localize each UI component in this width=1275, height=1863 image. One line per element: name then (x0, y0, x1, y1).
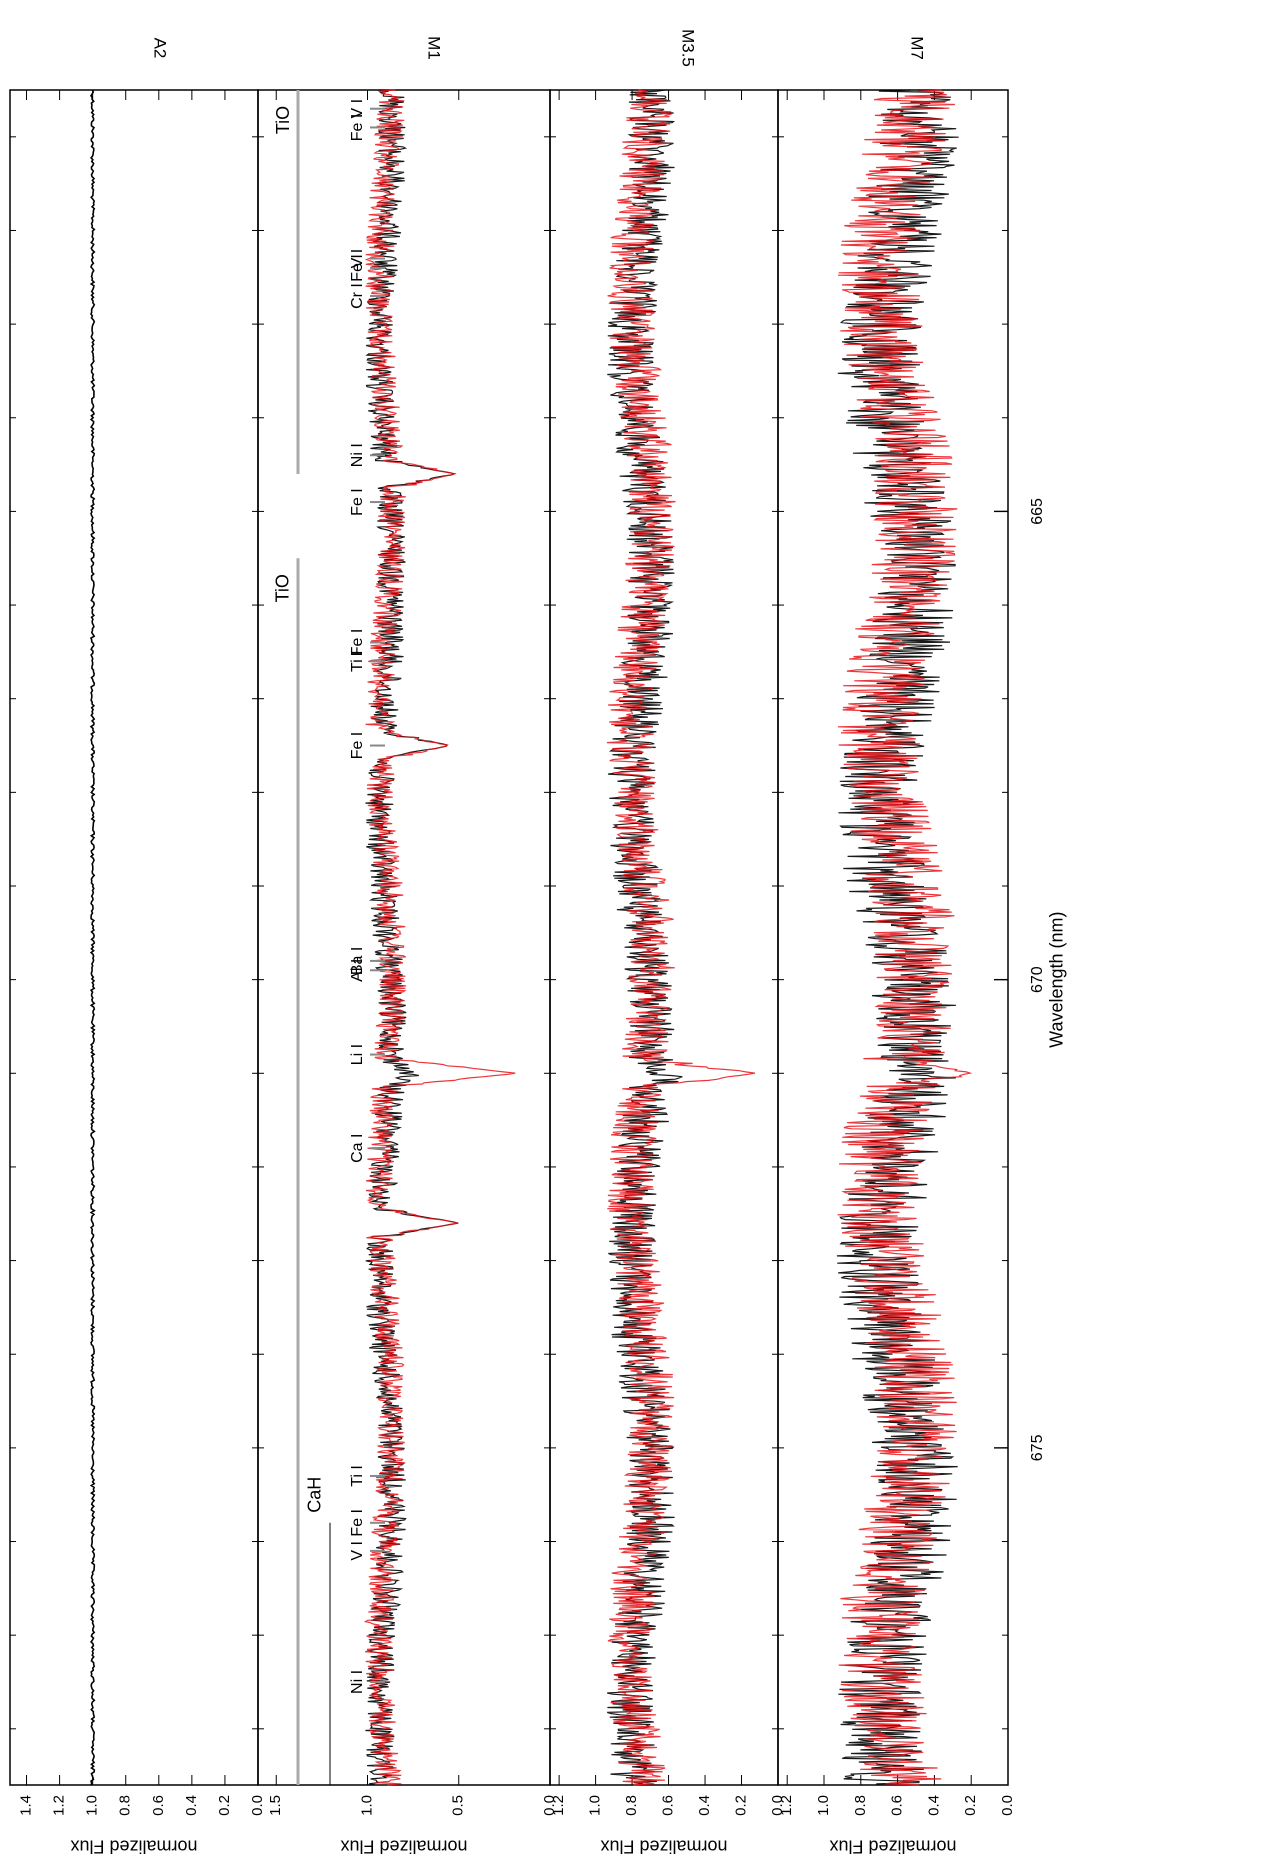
ytick-label: 0.0 (769, 1795, 786, 1816)
series-line (606, 89, 756, 1786)
ytick-label: 1.0 (815, 1795, 832, 1816)
line-marker-label: Ca I (349, 1134, 366, 1163)
ytick-label: 0.8 (623, 1795, 640, 1816)
series-line (363, 89, 516, 1786)
line-marker-label: Ba I (349, 947, 366, 975)
panel-ylabel: normalized Flux (829, 1836, 956, 1856)
xtick-label: 675 (1029, 1434, 1046, 1461)
ytick-label: 1.0 (587, 1795, 604, 1816)
ytick-label: 0.2 (732, 1795, 749, 1816)
ytick-label: 1.2 (778, 1795, 795, 1816)
xtick-label: 670 (1029, 966, 1046, 993)
panel-frame (257, 89, 551, 1786)
line-marker-label: Li I (349, 1044, 366, 1065)
ytick-label: 0.6 (150, 1795, 167, 1816)
ytick-label: 0.0 (999, 1795, 1016, 1816)
panel-m7: 0.0 0.2 0.4 0.6 0.8 1.0 1.2 normalized Flux M7 66… (777, 36, 1067, 1856)
panel-label: A2 (150, 38, 169, 59)
series-line (837, 89, 973, 1786)
panel-ylabel: normalized Flux (600, 1836, 727, 1856)
band-label: TiO (273, 106, 293, 134)
ytick-label: 1.0 (84, 1795, 101, 1816)
ytick-label: 1.4 (18, 1795, 35, 1816)
series-line (365, 89, 459, 1786)
band-label: TiO (273, 574, 293, 602)
ytick-label: 0.0 (249, 1795, 266, 1816)
ytick-label: 0.5 (450, 1795, 467, 1816)
ytick-label: 0.4 (925, 1795, 942, 1816)
ytick-label: 0.4 (183, 1795, 200, 1816)
line-marker-label: V I (349, 1541, 366, 1561)
line-marker-label: Fe I (349, 629, 366, 657)
line-marker-label: Fe I (349, 254, 366, 282)
xaxis-label: Wavelength (nm) (1047, 911, 1067, 1047)
panel-label: M1 (425, 36, 444, 60)
line-marker-label: Al I (349, 959, 366, 982)
series-line (89, 89, 96, 1786)
line-marker-label: Ti I (349, 1465, 366, 1487)
panel-ylabel: normalized Flux (70, 1836, 197, 1856)
panel-m1: 0.0 0.5 1.0 1.5 normalized Flux M1 TiO TiO CaH V … (257, 36, 558, 1856)
line-marker-label: Ni I (349, 1670, 366, 1694)
panel-ylabel: normalized Flux (340, 1836, 467, 1856)
panel-label: M7 (908, 36, 927, 60)
line-marker-label: Fe I (349, 1509, 366, 1537)
ytick-label: 0.2 (962, 1795, 979, 1816)
line-marker-label: Cr I (349, 283, 366, 309)
line-marker-label: Fe I (349, 114, 366, 142)
panel-m3-5: 0.0 0.2 0.4 0.6 0.8 1.0 1.2 normalized Flux M3.5 (549, 29, 786, 1856)
ytick-label: 1.2 (550, 1795, 567, 1816)
ytick-label: 1.5 (267, 1795, 284, 1816)
ytick-label: 1.0 (358, 1795, 375, 1816)
band-label: CaH (305, 1477, 325, 1513)
line-marker-label: V I (349, 99, 366, 119)
line-marker-label: Ni I (349, 443, 366, 467)
ytick-label: 0.8 (117, 1795, 134, 1816)
ytick-label: 0.4 (696, 1795, 713, 1816)
ytick-label: 0.2 (216, 1795, 233, 1816)
xtick-label: 665 (1029, 498, 1046, 525)
ytick-label: 0.6 (889, 1795, 906, 1816)
ytick-label: 0.8 (852, 1795, 869, 1816)
panel-frame (9, 89, 259, 1786)
ytick-label: 0.0 (541, 1795, 558, 1816)
line-marker-label: Ti I (349, 650, 366, 672)
line-marker-label: Fe I (349, 488, 366, 516)
panel-frame (777, 89, 1009, 1786)
line-marker-label: V I (349, 249, 366, 269)
ytick-label: 1.2 (51, 1795, 68, 1816)
ytick-label: 0.6 (660, 1795, 677, 1816)
panel-a2: 0.0 0.2 0.4 0.6 0.8 1.0 1.2 1.4 normalized Flux A… (9, 38, 266, 1856)
line-marker-label: Fe I (349, 732, 366, 760)
panel-label: M3.5 (678, 29, 697, 67)
